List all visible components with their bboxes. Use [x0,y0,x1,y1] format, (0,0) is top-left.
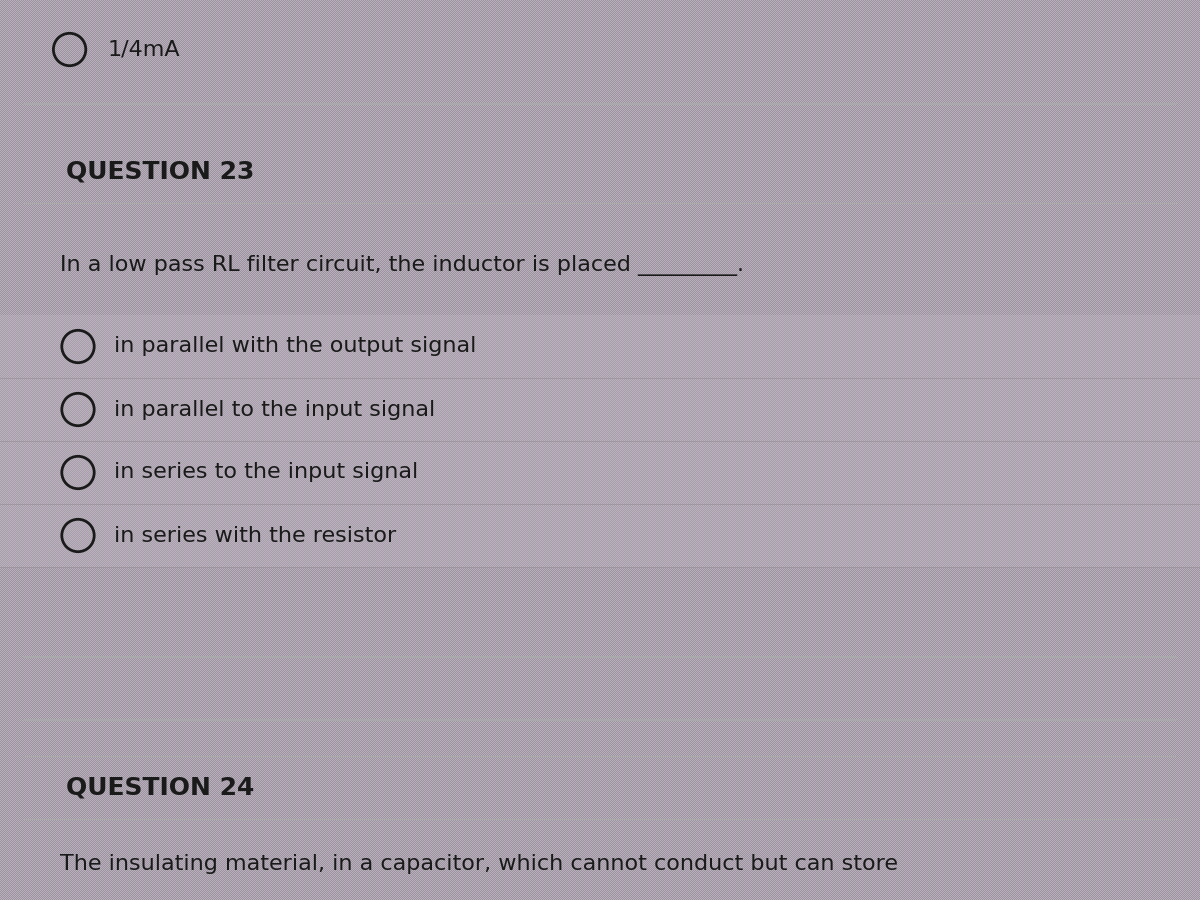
Bar [0,504,1200,567]
Text: 1/4mA: 1/4mA [108,40,181,59]
Text: in parallel to the input signal: in parallel to the input signal [114,400,436,419]
Text: The insulating material, in a capacitor, which cannot conduct but can store: The insulating material, in a capacitor,… [60,854,898,874]
Bar [0,378,1200,441]
Text: QUESTION 24: QUESTION 24 [66,776,254,799]
Text: in parallel with the output signal: in parallel with the output signal [114,337,476,356]
Text: In a low pass RL filter circuit, the inductor is placed _________.: In a low pass RL filter circuit, the ind… [60,255,744,276]
Text: in series to the input signal: in series to the input signal [114,463,419,482]
Text: QUESTION 23: QUESTION 23 [66,159,254,183]
Bar [0,315,1200,378]
Text: in series with the resistor: in series with the resistor [114,526,396,545]
Bar [0,441,1200,504]
